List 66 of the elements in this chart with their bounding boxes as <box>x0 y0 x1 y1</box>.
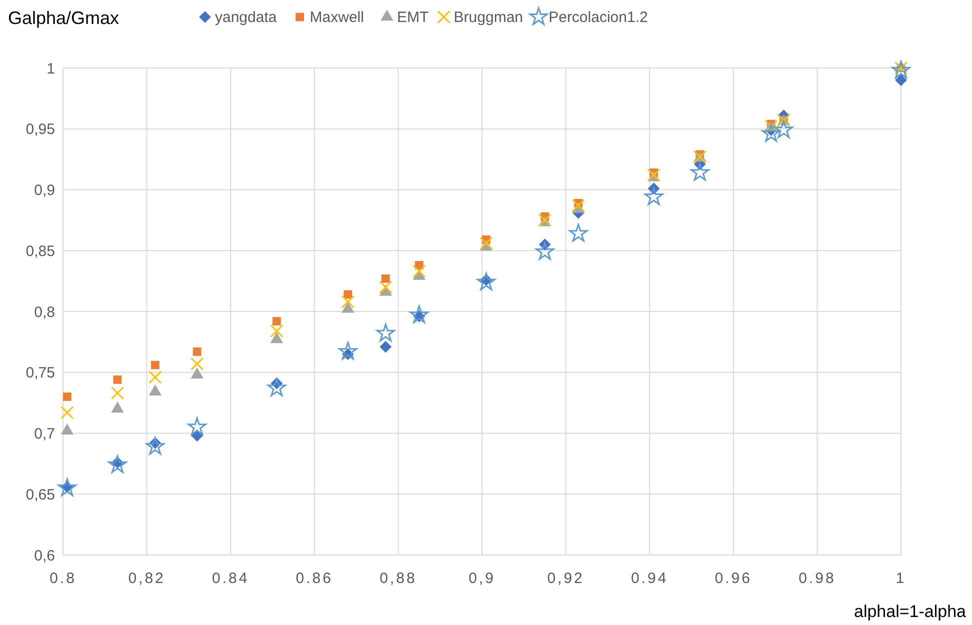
point <box>342 302 354 313</box>
point <box>150 360 160 370</box>
point <box>58 478 76 496</box>
y-tick-label: 0,85 <box>26 242 55 260</box>
y-tick-label: 0,65 <box>26 486 55 504</box>
point <box>60 406 74 420</box>
y-tick-label: 0,9 <box>34 182 55 199</box>
point <box>344 290 352 299</box>
point <box>110 386 124 400</box>
point <box>376 324 395 342</box>
x-tick-label: 1 <box>896 570 906 587</box>
point <box>762 124 780 142</box>
point <box>63 392 72 401</box>
x-tick-label: 0.96 <box>714 570 752 587</box>
point <box>412 264 426 278</box>
legend-label: Bruggman <box>454 9 524 26</box>
point <box>188 417 206 436</box>
point <box>892 60 910 78</box>
point <box>148 370 162 384</box>
point <box>272 317 281 326</box>
point <box>569 224 588 242</box>
legend-label: Percolacion1.2 <box>548 9 648 26</box>
point <box>270 324 284 338</box>
point <box>774 120 793 138</box>
y-tick-label: 0,6 <box>34 547 55 564</box>
point <box>480 236 493 250</box>
x-tick-label: 0.98 <box>798 570 836 587</box>
legend-label: yangdata <box>215 9 278 26</box>
point <box>572 199 585 212</box>
y-tick-label: 0,7 <box>34 426 55 442</box>
point <box>113 375 122 384</box>
x-tick-label: 0.8 <box>50 570 76 587</box>
x-tick-label: 0.94 <box>631 570 668 587</box>
point <box>410 305 428 324</box>
point <box>148 384 162 396</box>
point <box>690 163 710 181</box>
y-tick-label: 1 <box>46 60 55 78</box>
point <box>895 74 907 86</box>
point <box>379 280 392 294</box>
point <box>536 242 554 260</box>
point <box>192 347 202 356</box>
point <box>267 378 286 396</box>
x-tick-label: 0.86 <box>296 570 333 587</box>
y-axis-title: Galpha/Gmax <box>8 8 120 28</box>
x-axis-title: alphal=1-alpha <box>854 602 967 621</box>
x-tick-label: 0,82 <box>128 570 166 587</box>
point <box>146 436 164 455</box>
legend-label: EMT <box>397 9 429 26</box>
point <box>111 402 124 413</box>
x-tick-label: 0,88 <box>380 570 417 587</box>
point <box>381 274 390 283</box>
point <box>476 272 496 290</box>
x-tick-label: 0.84 <box>212 570 250 587</box>
y-tick-label: 0,95 <box>26 121 55 138</box>
x-tick-label: 0,9 <box>468 570 496 587</box>
y-tick-label: 0,8 <box>34 304 55 321</box>
point <box>341 295 354 308</box>
y-tick-label: 0,75 <box>26 364 55 382</box>
x-tick-label: 0,92 <box>547 570 584 587</box>
point <box>190 357 204 370</box>
legend-label: Maxwell <box>310 9 364 26</box>
point <box>338 342 358 360</box>
point <box>270 332 284 344</box>
point <box>380 340 392 353</box>
point <box>644 187 664 206</box>
point <box>108 455 127 473</box>
